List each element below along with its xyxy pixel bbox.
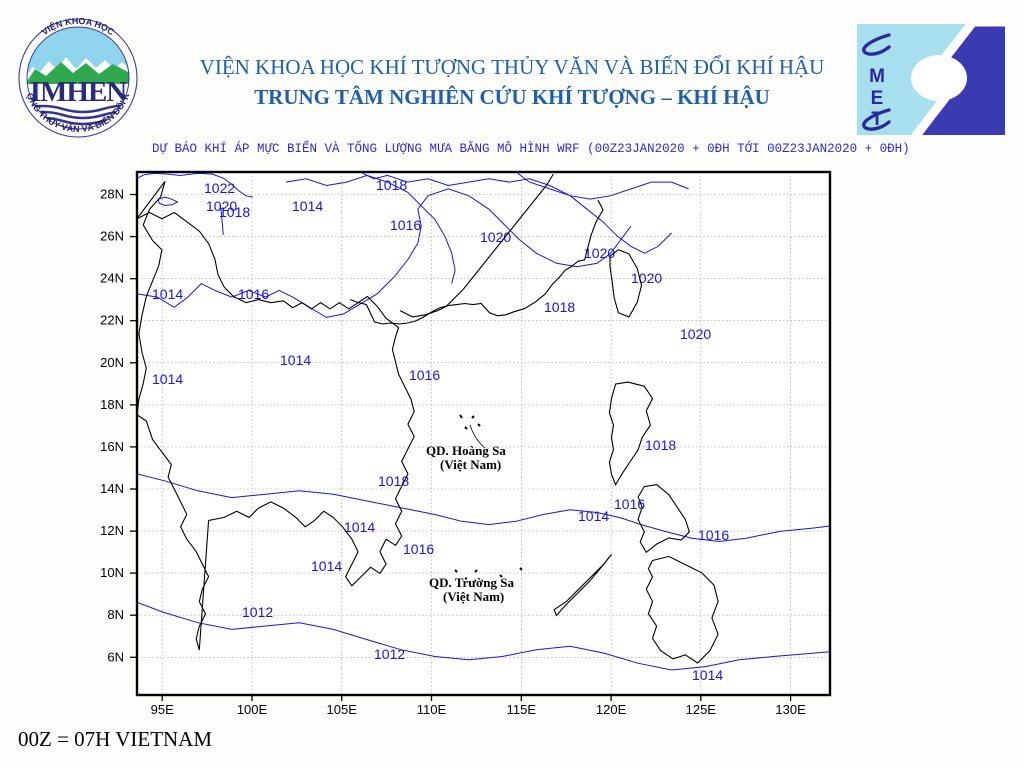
svg-text:110E: 110E xyxy=(417,702,447,717)
svg-text:6N: 6N xyxy=(107,649,124,664)
svg-text:26N: 26N xyxy=(100,229,124,244)
svg-text:105E: 105E xyxy=(327,702,358,717)
svg-text:1016: 1016 xyxy=(698,527,729,543)
svg-text:1022: 1022 xyxy=(204,180,235,196)
svg-text:1016: 1016 xyxy=(403,541,434,557)
svg-text:QD. Hoàng Sa: QD. Hoàng Sa xyxy=(426,443,506,458)
svg-text:1016: 1016 xyxy=(390,217,421,233)
svg-text:14N: 14N xyxy=(100,481,124,496)
svg-text:125E: 125E xyxy=(686,702,717,717)
svg-text:1012: 1012 xyxy=(374,646,405,662)
svg-text:1014: 1014 xyxy=(692,667,723,683)
svg-text:1014: 1014 xyxy=(152,286,183,302)
svg-text:1018: 1018 xyxy=(376,177,407,193)
svg-text:1018: 1018 xyxy=(219,204,250,220)
svg-text:(Việt Nam): (Việt Nam) xyxy=(440,457,501,472)
svg-text:1020: 1020 xyxy=(680,326,711,342)
svg-text:1012: 1012 xyxy=(242,604,273,620)
svg-text:18N: 18N xyxy=(100,397,124,412)
svg-text:12N: 12N xyxy=(100,523,124,538)
svg-text:1016: 1016 xyxy=(238,286,269,302)
svg-text:1014: 1014 xyxy=(344,519,375,535)
svg-text:1014: 1014 xyxy=(152,371,183,387)
svg-text:28N: 28N xyxy=(100,187,124,202)
svg-text:1014: 1014 xyxy=(280,352,311,368)
svg-text:24N: 24N xyxy=(100,271,124,286)
svg-text:1014: 1014 xyxy=(311,558,342,574)
svg-text:22N: 22N xyxy=(100,313,124,328)
svg-text:16N: 16N xyxy=(100,439,124,454)
svg-text:115E: 115E xyxy=(507,702,537,717)
svg-text:1020: 1020 xyxy=(631,270,662,286)
svg-text:1020: 1020 xyxy=(584,245,615,261)
svg-text:1014: 1014 xyxy=(292,198,323,214)
svg-text:20N: 20N xyxy=(100,355,124,370)
svg-text:(Việt Nam): (Việt Nam) xyxy=(443,589,504,604)
svg-text:10N: 10N xyxy=(100,565,124,580)
svg-text:1016: 1016 xyxy=(409,367,440,383)
svg-text:95E: 95E xyxy=(151,702,174,717)
svg-text:1020: 1020 xyxy=(480,229,511,245)
svg-text:8N: 8N xyxy=(107,607,124,622)
svg-text:1014: 1014 xyxy=(578,508,609,524)
svg-text:1018: 1018 xyxy=(544,299,575,315)
svg-text:130E: 130E xyxy=(775,702,806,717)
svg-text:100E: 100E xyxy=(237,702,268,717)
svg-text:120E: 120E xyxy=(596,702,627,717)
svg-text:1018: 1018 xyxy=(645,437,676,453)
